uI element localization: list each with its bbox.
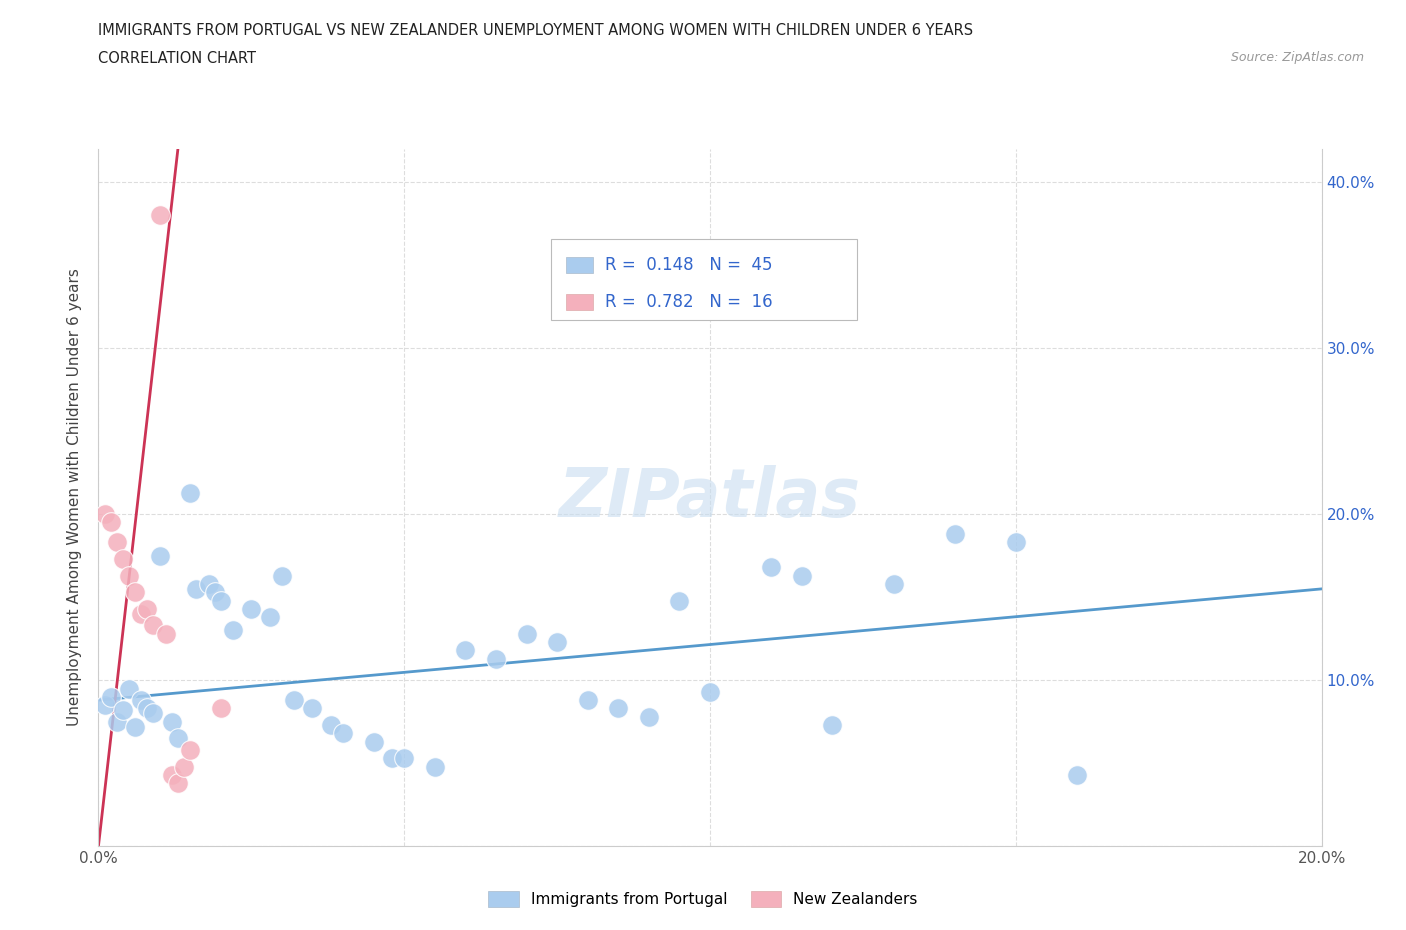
Point — [363, 735, 385, 750]
Point — [392, 751, 416, 765]
Point — [129, 693, 152, 708]
Point — [93, 698, 115, 712]
Text: R =  0.782   N =  16: R = 0.782 N = 16 — [605, 293, 772, 311]
Point — [423, 759, 446, 774]
Point — [546, 634, 568, 649]
Legend: Immigrants from Portugal, New Zealanders: Immigrants from Portugal, New Zealanders — [482, 884, 924, 913]
Point — [209, 593, 232, 608]
Point — [821, 718, 844, 733]
Point — [301, 701, 323, 716]
Point — [209, 701, 232, 716]
Text: ZIPatlas: ZIPatlas — [560, 465, 860, 530]
Bar — [565, 258, 592, 272]
Point — [105, 714, 128, 729]
Point — [222, 623, 245, 638]
Point — [142, 618, 165, 633]
Point — [607, 701, 630, 716]
Point — [124, 719, 146, 734]
Point — [173, 759, 195, 774]
Point — [93, 507, 115, 522]
Text: Source: ZipAtlas.com: Source: ZipAtlas.com — [1230, 51, 1364, 64]
Point — [100, 515, 122, 530]
Text: R =  0.148   N =  45: R = 0.148 N = 45 — [605, 256, 772, 274]
Point — [142, 706, 165, 721]
Point — [943, 526, 966, 541]
Point — [149, 549, 172, 564]
Point — [576, 693, 599, 708]
Point — [270, 568, 292, 583]
Point — [129, 606, 152, 621]
Point — [111, 703, 134, 718]
Point — [197, 577, 219, 591]
Point — [186, 581, 208, 596]
Point — [179, 742, 201, 757]
Point — [136, 701, 159, 716]
Text: IMMIGRANTS FROM PORTUGAL VS NEW ZEALANDER UNEMPLOYMENT AMONG WOMEN WITH CHILDREN: IMMIGRANTS FROM PORTUGAL VS NEW ZEALANDE… — [98, 23, 973, 38]
Point — [668, 593, 690, 608]
Point — [167, 776, 190, 790]
Point — [699, 684, 721, 699]
Point — [118, 681, 141, 696]
Point — [454, 643, 477, 658]
Point — [204, 585, 226, 600]
Point — [790, 568, 813, 583]
Point — [637, 710, 661, 724]
Bar — [565, 295, 592, 310]
Point — [100, 689, 122, 704]
Point — [105, 535, 128, 550]
Text: CORRELATION CHART: CORRELATION CHART — [98, 51, 256, 66]
Point — [319, 718, 342, 733]
Point — [167, 731, 190, 746]
Point — [155, 626, 177, 641]
Point — [759, 560, 782, 575]
Point — [883, 577, 905, 591]
FancyBboxPatch shape — [551, 240, 856, 320]
Point — [160, 767, 183, 782]
Point — [179, 485, 201, 500]
Point — [160, 714, 183, 729]
Point — [516, 626, 538, 641]
Point — [381, 751, 404, 765]
Point — [283, 693, 305, 708]
Point — [124, 585, 146, 600]
Y-axis label: Unemployment Among Women with Children Under 6 years: Unemployment Among Women with Children U… — [67, 269, 83, 726]
Point — [240, 602, 263, 617]
Point — [332, 726, 354, 741]
Point — [149, 207, 172, 222]
Point — [118, 568, 141, 583]
Point — [1066, 767, 1088, 782]
Point — [485, 651, 508, 666]
Point — [136, 602, 159, 617]
Point — [259, 610, 281, 625]
Point — [111, 551, 134, 566]
Point — [1004, 535, 1026, 550]
